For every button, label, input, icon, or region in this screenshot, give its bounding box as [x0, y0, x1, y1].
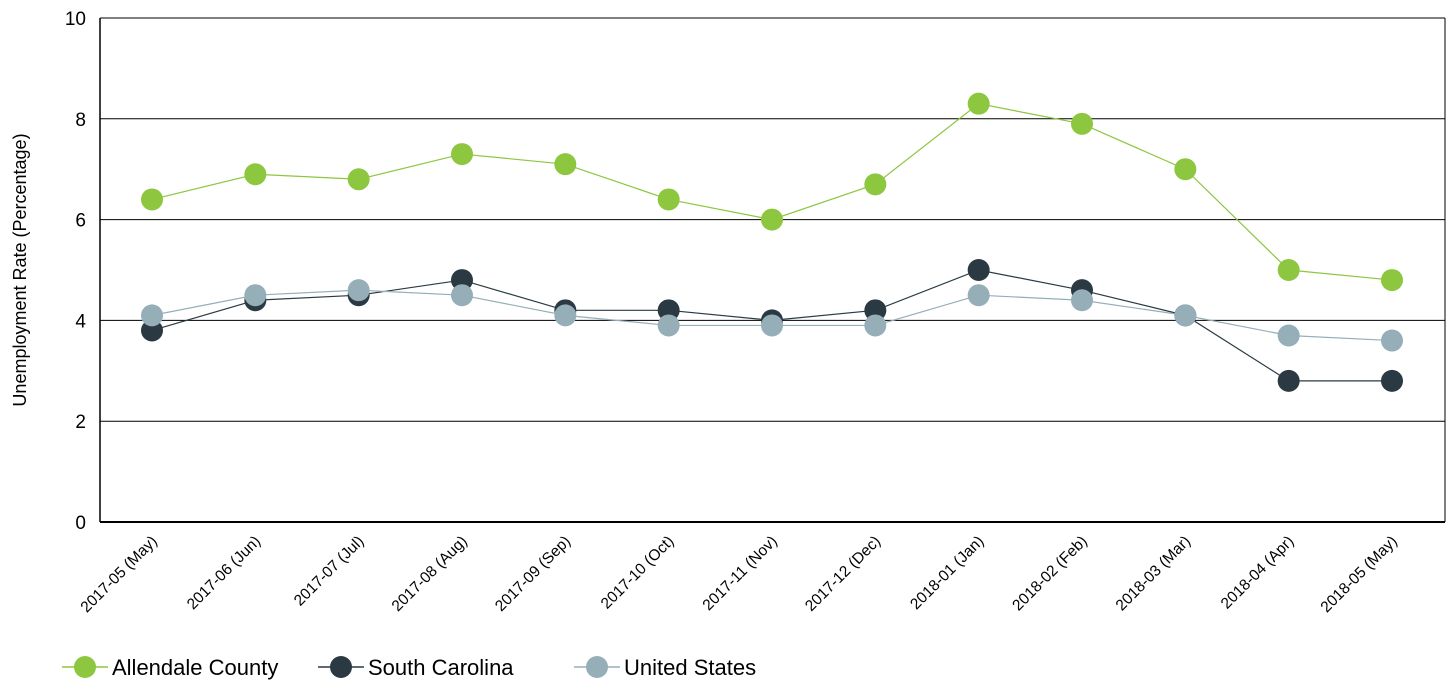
- data-point-allendale-county: [761, 208, 783, 231]
- data-point-united-states: [1381, 329, 1403, 352]
- y-axis-title: Unemployment Rate (Percentage): [10, 133, 30, 406]
- legend-marker: [74, 656, 96, 678]
- data-point-allendale-county: [967, 92, 990, 115]
- x-tick-label: 2017-07 (Jul): [291, 533, 368, 610]
- x-tick-label: 2017-08 (Aug): [389, 533, 471, 615]
- data-point-allendale-county: [347, 168, 370, 191]
- data-point-united-states: [347, 279, 370, 302]
- x-tick-label: 2018-01 (Jan): [907, 533, 987, 613]
- data-point-south-carolina: [141, 319, 163, 342]
- data-point-allendale-county: [451, 143, 473, 166]
- legend-marker: [586, 656, 608, 678]
- x-tick-label: 2017-11 (Nov): [700, 533, 781, 614]
- data-point-united-states: [761, 314, 783, 337]
- y-axis-ticks: 0 2 4 6 8 10: [65, 9, 87, 534]
- legend-item-united-states: United States: [574, 655, 756, 680]
- data-point-allendale-county: [1071, 112, 1093, 135]
- legend: Allendale County South Carolina United Sta…: [62, 655, 756, 680]
- data-point-united-states: [244, 284, 267, 307]
- data-point-south-carolina: [657, 299, 680, 322]
- series-line-allendale-county: [151, 103, 1393, 281]
- data-point-allendale-county: [1277, 259, 1300, 281]
- x-tick-label: 2018-04 (Apr): [1218, 533, 1298, 613]
- y-tick-label: 2: [75, 412, 86, 433]
- y-tick-label: 8: [75, 110, 86, 131]
- data-point-united-states: [967, 284, 990, 307]
- x-axis-ticks: 2017-05 (May) 2017-06 (Jun) 2017-07 (Jul) 2…: [78, 533, 1401, 616]
- data-point-allendale-county: [554, 153, 577, 176]
- plot-frame: [99, 17, 1446, 523]
- data-point-south-carolina: [1277, 369, 1300, 392]
- legend-item-allendale-county: Allendale County: [62, 655, 278, 680]
- y-tick-label: 10: [65, 9, 86, 30]
- x-tick-label: 2017-05 (May): [78, 533, 161, 616]
- data-point-allendale-county: [1381, 269, 1403, 292]
- data-point-south-carolina: [1381, 369, 1403, 392]
- data-point-south-carolina: [451, 269, 473, 292]
- legend-marker: [330, 656, 352, 678]
- y-tick-label: 4: [75, 311, 86, 332]
- data-point-allendale-county: [864, 173, 887, 196]
- data-point-south-carolina: [864, 299, 887, 322]
- legend-label: Allendale County: [112, 655, 278, 680]
- data-point-united-states: [1071, 289, 1093, 312]
- data-point-allendale-county: [141, 188, 163, 211]
- x-tick-label: 2018-03 (Mar): [1113, 533, 1194, 614]
- x-tick-label: 2017-06 (Jun): [184, 533, 264, 613]
- data-point-united-states: [657, 314, 680, 337]
- series-allendale-county: [141, 92, 1403, 292]
- data-point-united-states: [1174, 304, 1197, 327]
- x-tick-label: 2017-09 (Sep): [492, 533, 574, 615]
- series-united-states: [141, 279, 1403, 352]
- x-tick-label: 2017-10 (Oct): [598, 533, 678, 613]
- data-point-allendale-county: [1174, 158, 1197, 181]
- data-point-south-carolina: [967, 259, 990, 281]
- data-point-united-states: [141, 304, 163, 327]
- y-tick-label: 6: [75, 211, 86, 232]
- y-tick-label: 0: [75, 513, 86, 534]
- data-point-united-states: [864, 314, 887, 337]
- gridlines: [100, 118, 1445, 422]
- legend-item-south-carolina: South Carolina: [318, 655, 514, 680]
- x-tick-label: 2018-05 (May): [1318, 533, 1401, 616]
- x-tick-label: 2018-02 (Feb): [1009, 533, 1090, 614]
- legend-label: United States: [624, 655, 756, 680]
- legend-label: South Carolina: [368, 655, 514, 680]
- data-point-allendale-county: [657, 188, 680, 211]
- data-point-allendale-county: [244, 163, 267, 186]
- x-tick-label: 2017-12 (Dec): [802, 533, 884, 615]
- data-point-united-states: [554, 304, 577, 327]
- data-point-united-states: [1277, 324, 1300, 347]
- data-point-united-states: [451, 284, 473, 307]
- series-layer: [141, 92, 1403, 392]
